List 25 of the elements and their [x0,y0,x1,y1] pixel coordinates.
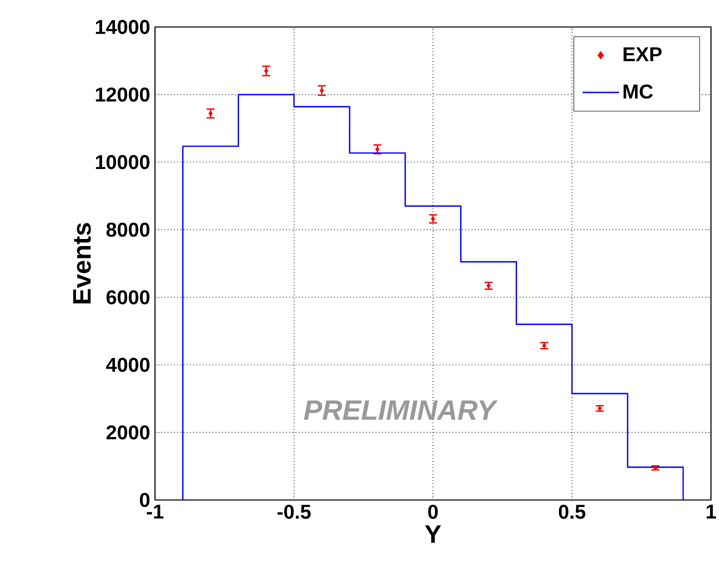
y-tick-label: 4000 [106,358,150,372]
x-tick-label: 1 [706,504,716,518]
point [320,88,324,94]
x-axis-title: Y [424,525,442,543]
y-tick-label: 10000 [96,155,150,170]
point [542,342,546,348]
point [486,283,491,288]
x-tick-label: -1 [146,504,164,518]
y-tick-label: 12000 [96,87,150,102]
x-tick-label: -0.5 [278,504,311,519]
y-tick-label: 8000 [106,222,150,237]
y-tick-label: 14000 [96,20,150,34]
point [375,146,380,152]
x-tick-label: 0 [428,504,438,519]
legend-label: EXP [624,47,662,62]
y-axis-title: Events [73,223,91,304]
y-tick-label: 2000 [106,425,150,440]
legend-label: MC [624,84,653,99]
x-tick-label: 0.5 [558,504,586,519]
annotation: PRELIMINARY [304,400,498,420]
point [208,110,213,116]
y-tick-label: 6000 [106,290,150,304]
y-tick-label: 0 [140,492,150,508]
point [653,465,658,471]
point [264,68,268,74]
